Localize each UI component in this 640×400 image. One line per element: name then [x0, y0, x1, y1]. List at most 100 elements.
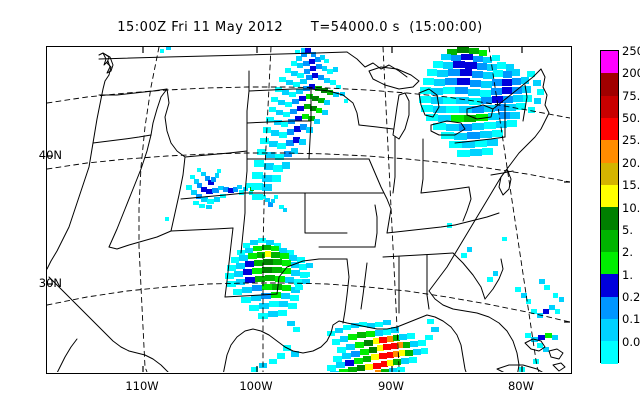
colorbar-band-5p	[601, 229, 618, 253]
colorbar-tick-0p25: 0.25	[622, 289, 640, 304]
x-tick-label-110w: 110W	[125, 379, 159, 393]
colorbar-band-250p	[601, 51, 618, 74]
state-va-nc	[454, 212, 500, 226]
colorbar-tick-250p: 250.	[622, 44, 640, 58]
colorbar-tick-5p: 5.	[622, 222, 633, 237]
colorbar-band-200p	[601, 73, 618, 96]
canada-border-west	[98, 51, 348, 60]
state-ut-az	[170, 227, 234, 232]
pacific-coastline	[47, 52, 112, 270]
state-ok-tx	[276, 258, 348, 295]
colorbar-band-20p	[601, 162, 618, 186]
parallel-40N	[47, 152, 570, 183]
x-tick-label-100w: 100W	[239, 379, 273, 393]
state-mn-ia-vert	[308, 88, 312, 160]
y-tick-label-40n: 40N	[38, 148, 62, 162]
map-geography	[47, 47, 570, 372]
great-lakes-border	[346, 51, 408, 78]
colorbar-tick-1p: 1.	[622, 267, 633, 282]
colorbar-band-2p	[601, 252, 618, 275]
x-tick-label-90w: 90W	[377, 379, 405, 393]
colorbar-band-0p25	[601, 296, 618, 320]
state-in-oh	[420, 138, 424, 194]
state-tx-la	[342, 258, 350, 324]
mexico-border	[48, 276, 169, 372]
colorbar-tick-20p: 20.	[622, 155, 640, 170]
colorbar-tick-50p: 50.	[622, 111, 640, 126]
colorbar-band-15p	[601, 185, 618, 208]
colorbar-tick-200p: 200.	[622, 66, 640, 81]
precip-pacific-nw	[160, 47, 310, 54]
state-ga-sc	[452, 252, 486, 300]
state-wy-co	[180, 192, 246, 200]
meridian-80W	[488, 47, 540, 372]
state-il-in	[392, 136, 396, 194]
state-nc-sc	[484, 258, 504, 300]
precip-gulf-coast	[251, 319, 439, 372]
bahamas-3	[552, 362, 566, 372]
lake-ontario	[466, 104, 494, 120]
state-tn-ms	[382, 252, 454, 258]
state-oh-wv-pa	[420, 186, 470, 194]
map-plot-area	[46, 46, 572, 374]
x-tick-label-80w: 80W	[507, 379, 535, 393]
colorbar-band-75p	[601, 95, 618, 119]
state-me-nh	[522, 84, 528, 122]
state-md-pa	[490, 170, 514, 176]
state-wy-sd	[244, 150, 248, 194]
state-il-mo	[368, 158, 392, 234]
colorbar-tick-0p10: 0.10	[622, 312, 640, 327]
parallel-30N	[47, 282, 570, 323]
state-or-id	[150, 88, 168, 136]
bahamas-1	[524, 338, 546, 352]
state-mt-nd	[246, 70, 250, 152]
colorbar-tick-75p: 75.	[622, 88, 640, 103]
precip-upper-midwest	[251, 48, 348, 200]
state-wa-or	[98, 88, 168, 96]
parallel-45N	[47, 86, 570, 119]
chesapeake-delmarva	[498, 168, 512, 196]
state-la-ms-w	[360, 262, 368, 310]
state-nv-az-bottom	[108, 230, 172, 250]
colorbar	[600, 50, 619, 364]
state-wv-va	[462, 186, 472, 222]
colorbar-band-1p	[601, 274, 618, 297]
state-pa-ny	[454, 136, 506, 144]
meridian-110W	[138, 47, 160, 372]
state-nv-ut	[170, 156, 186, 232]
state-ar-ms	[374, 204, 378, 248]
colorbar-band-25p	[601, 140, 618, 163]
colorbar-tick-15p: 15.	[622, 178, 640, 193]
lake-huron	[418, 88, 440, 118]
bahamas-2	[548, 348, 564, 360]
state-ca-nv	[108, 134, 152, 248]
colorbar-band-0p10	[601, 319, 618, 342]
figure-title: 15:00Z Fri 11 May 2012 T=54000.0 s (15:0…	[117, 20, 483, 35]
state-mt-wy	[184, 150, 248, 158]
map-graticule	[47, 47, 570, 372]
state-co-nm-line	[240, 192, 246, 254]
meridian-90W	[382, 47, 400, 372]
precipitation-field	[160, 47, 564, 372]
puget-sound	[102, 52, 114, 74]
southeast-coast	[426, 290, 520, 372]
st-lawrence	[492, 68, 542, 110]
colorbar-band-0p01	[601, 341, 618, 364]
state-sd-ne	[246, 120, 312, 124]
state-or-ca	[92, 134, 152, 144]
colorbar-tick-25p: 25.	[622, 133, 640, 148]
state-ks-ok	[304, 192, 348, 234]
state-al-ga	[426, 254, 430, 310]
colorbar-tick-0p01: 0.01	[622, 334, 640, 349]
lake-michigan	[392, 92, 410, 140]
precip-texas-oklahoma	[225, 238, 313, 332]
state-nm-tx-bottom	[224, 293, 278, 298]
meridian-100W	[262, 47, 272, 372]
baja-california	[56, 338, 78, 372]
cuba	[496, 364, 543, 372]
lake-superior	[368, 66, 420, 90]
colorbar-tick-2p: 2.	[622, 245, 633, 260]
precip-southwest	[165, 195, 287, 221]
state-mn-wi	[310, 88, 360, 126]
